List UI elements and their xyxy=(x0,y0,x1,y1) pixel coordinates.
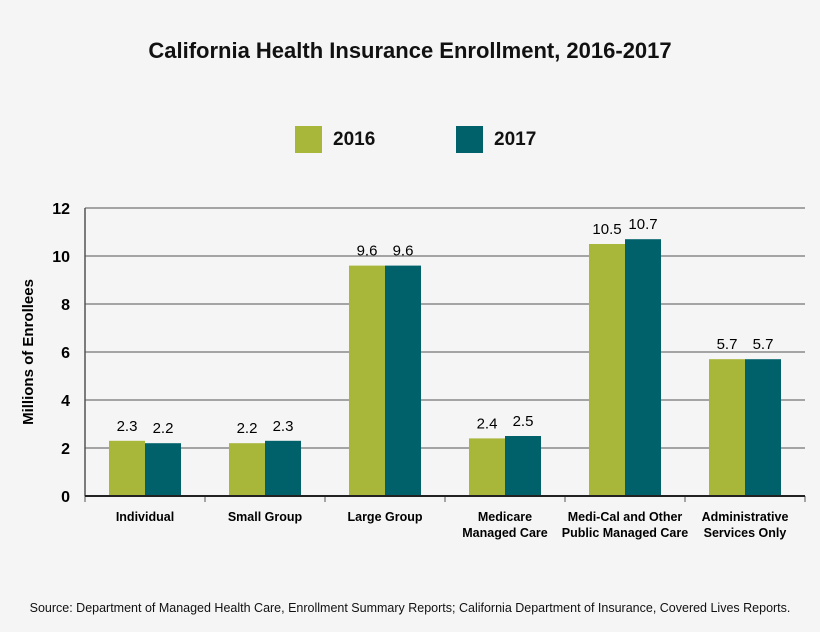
data-label: 10.5 xyxy=(592,221,621,238)
data-label: 2.5 xyxy=(513,413,534,430)
data-label: 2.4 xyxy=(477,415,498,432)
data-label: 2.3 xyxy=(117,418,138,435)
x-tick-label: Small Group xyxy=(228,510,303,524)
bar-2016 xyxy=(229,443,265,496)
x-tick-label: Services Only xyxy=(704,526,787,540)
bar-2016 xyxy=(349,265,385,496)
x-tick-label: Managed Care xyxy=(462,526,547,540)
bar-2017 xyxy=(745,359,781,496)
y-axis-label: Millions of Enrollees xyxy=(20,279,37,425)
data-label: 5.7 xyxy=(717,336,738,353)
bar-2017 xyxy=(625,239,661,496)
legend: 2016 2017 xyxy=(0,126,820,156)
data-label: 10.7 xyxy=(628,216,657,233)
bar-2017 xyxy=(505,436,541,496)
x-tick-label: Administrative xyxy=(702,510,789,524)
legend-swatch-2016 xyxy=(295,126,322,153)
y-tick-label: 2 xyxy=(61,441,70,458)
source-note: Source: Department of Managed Health Car… xyxy=(29,601,791,615)
bar-2016 xyxy=(589,244,625,496)
data-label: 2.2 xyxy=(237,420,258,437)
data-label: 9.6 xyxy=(357,243,378,260)
bar-2017 xyxy=(385,265,421,496)
y-tick-label: 12 xyxy=(52,201,70,218)
bar-2017 xyxy=(265,440,301,496)
legend-swatch-2017 xyxy=(456,126,483,153)
x-tick-label: Large Group xyxy=(347,510,422,524)
bar-2016 xyxy=(469,438,505,496)
legend-label-2017: 2017 xyxy=(494,128,537,150)
y-tick-label: 8 xyxy=(61,297,70,314)
y-tick-label: 4 xyxy=(61,393,70,410)
y-tick-label: 10 xyxy=(52,249,70,266)
x-tick-label: Medi-Cal and Other xyxy=(568,510,683,524)
data-label: 2.3 xyxy=(273,418,294,435)
y-tick-label: 0 xyxy=(61,489,70,506)
legend-item-2017: 2017 xyxy=(456,126,536,153)
x-tick-label: Individual xyxy=(116,510,174,524)
data-label: 5.7 xyxy=(753,336,774,353)
x-tick-label: Public Managed Care xyxy=(562,526,688,540)
chart-title: California Health Insurance Enrollment, … xyxy=(148,38,672,63)
data-label: 2.2 xyxy=(153,420,174,437)
legend-item-2016: 2016 xyxy=(295,126,375,153)
legend-label-2016: 2016 xyxy=(333,128,376,150)
x-tick-label: Medicare xyxy=(478,510,532,524)
bar-2016 xyxy=(709,359,745,496)
bar-chart: 0 2 4 6 8 10 12 Millions of Enrollees 2.3 2.2 Indi… xyxy=(20,201,806,540)
bar-2017 xyxy=(145,443,181,496)
bar-2016 xyxy=(109,440,145,496)
y-tick-label: 6 xyxy=(61,345,70,362)
data-label: 9.6 xyxy=(393,243,414,260)
